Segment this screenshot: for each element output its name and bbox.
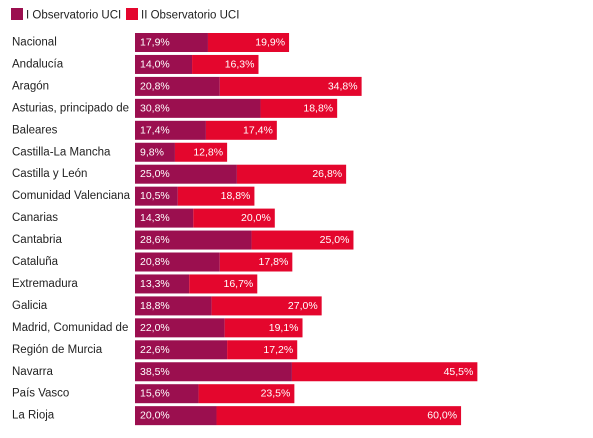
data-label-ii-observatorio: 17,4%	[243, 124, 273, 136]
category-label: Castilla y León	[12, 168, 87, 180]
data-label-ii-observatorio: 27,0%	[288, 300, 318, 312]
bar-segment-i-observatorio	[135, 208, 194, 228]
data-label-i-observatorio: 38,5%	[140, 366, 170, 378]
bar-segment-i-observatorio	[135, 142, 175, 162]
bar-segment-i-observatorio	[135, 274, 190, 294]
category-label: Castilla-La Mancha	[12, 146, 111, 158]
bar-segment-i-observatorio	[135, 33, 208, 52]
data-label-ii-observatorio: 16,7%	[223, 278, 253, 290]
category-label: Cantabria	[12, 234, 62, 246]
category-label: Aragón	[12, 80, 49, 92]
legend-label-i-observatorio: I Observatorio UCI	[26, 10, 121, 22]
category-label: Asturias, principado de	[12, 102, 129, 114]
bar-segment-i-observatorio	[135, 318, 225, 338]
data-label-ii-observatorio: 18,8%	[221, 190, 251, 202]
bar-segment-ii-observatorio	[251, 230, 354, 250]
category-label: Nacional	[12, 37, 57, 49]
bar-segment-ii-observatorio	[174, 142, 228, 162]
data-label-ii-observatorio: 34,8%	[328, 80, 358, 92]
category-label: La Rioja	[12, 410, 55, 422]
legend-swatch-ii-observatorio	[126, 8, 138, 20]
category-label: Comunidad Valenciana	[12, 190, 131, 202]
bar-segment-ii-observatorio	[198, 384, 295, 404]
bar-segment-i-observatorio	[135, 252, 220, 272]
data-label-i-observatorio: 17,9%	[140, 37, 170, 49]
data-label-ii-observatorio: 17,2%	[263, 344, 293, 356]
legend-label-ii-observatorio: II Observatorio UCI	[141, 10, 239, 22]
data-label-i-observatorio: 14,3%	[140, 212, 170, 224]
data-label-i-observatorio: 20,0%	[140, 410, 170, 422]
bar-segment-i-observatorio	[135, 384, 199, 404]
category-label: Canarias	[12, 212, 58, 224]
bar-segment-ii-observatorio	[216, 406, 462, 426]
bar-segment-i-observatorio	[135, 186, 178, 206]
data-label-i-observatorio: 17,4%	[140, 124, 170, 136]
data-label-ii-observatorio: 12,8%	[193, 146, 223, 158]
legend-swatch-i-observatorio	[11, 8, 23, 20]
category-label: Galicia	[12, 300, 48, 312]
bar-segment-i-observatorio	[135, 76, 220, 96]
data-label-i-observatorio: 9,8%	[140, 146, 164, 158]
data-label-i-observatorio: 28,6%	[140, 234, 170, 246]
data-label-ii-observatorio: 60,0%	[427, 410, 457, 422]
category-label: Madrid, Comunidad de	[12, 322, 128, 334]
data-label-i-observatorio: 20,8%	[140, 256, 170, 268]
bar-segment-ii-observatorio	[260, 98, 338, 118]
data-label-ii-observatorio: 23,5%	[261, 388, 291, 400]
bar-segment-i-observatorio	[135, 296, 212, 316]
bar-segment-i-observatorio	[135, 164, 237, 184]
bar-segment-ii-observatorio	[224, 318, 303, 338]
data-label-ii-observatorio: 20,0%	[241, 212, 271, 224]
bar-segment-ii-observatorio	[207, 33, 290, 52]
data-label-i-observatorio: 22,6%	[140, 344, 170, 356]
bar-segment-ii-observatorio	[227, 340, 298, 360]
bar-segment-ii-observatorio	[192, 54, 259, 74]
bar-segment-i-observatorio	[135, 54, 193, 74]
bars	[135, 33, 478, 426]
bar-segment-ii-observatorio	[211, 296, 322, 316]
category-labels: Nacional Andalucía Aragón Asturias, princip…	[12, 37, 131, 422]
data-label-i-observatorio: 25,0%	[140, 168, 170, 180]
bar-segment-ii-observatorio	[291, 362, 478, 382]
bar-segment-i-observatorio	[135, 120, 206, 140]
bar-segment-ii-observatorio	[193, 208, 275, 228]
category-label: Cataluña	[12, 256, 59, 268]
category-label: Navarra	[12, 366, 54, 378]
bar-segment-ii-observatorio	[236, 164, 347, 184]
bar-segment-i-observatorio	[135, 230, 252, 250]
data-label-i-observatorio: 10,5%	[140, 190, 170, 202]
data-label-ii-observatorio: 17,8%	[259, 256, 289, 268]
bar-segment-i-observatorio	[135, 340, 228, 360]
bar-segment-i-observatorio	[135, 98, 261, 118]
data-label-i-observatorio: 30,8%	[140, 102, 170, 114]
data-label-i-observatorio: 15,6%	[140, 388, 170, 400]
data-label-ii-observatorio: 25,0%	[320, 234, 350, 246]
category-label: País Vasco	[12, 388, 69, 400]
category-label: Extremadura	[12, 278, 78, 290]
data-label-ii-observatorio: 16,3%	[225, 58, 255, 70]
category-label: Andalucía	[12, 58, 64, 70]
category-label: Región de Murcia	[12, 344, 103, 356]
bar-segment-i-observatorio	[135, 406, 217, 426]
bar-segment-ii-observatorio	[177, 186, 255, 206]
data-label-i-observatorio: 14,0%	[140, 58, 170, 70]
data-label-i-observatorio: 18,8%	[140, 300, 170, 312]
data-labels: 17,9% 19,9% 14,0% 16,3% 20,8% 34,8% 30,8% 18,8%…	[140, 37, 473, 422]
data-label-ii-observatorio: 45,5%	[444, 366, 474, 378]
bar-segment-ii-observatorio	[205, 120, 277, 140]
bar-segment-ii-observatorio	[219, 76, 362, 96]
legend: I Observatorio UCI II Observatorio UCI	[11, 8, 239, 22]
bar-segment-ii-observatorio	[219, 252, 293, 272]
bar-segment-ii-observatorio	[189, 274, 258, 294]
bar-segment-i-observatorio	[135, 362, 292, 382]
data-label-ii-observatorio: 19,9%	[255, 37, 285, 49]
data-label-ii-observatorio: 19,1%	[269, 322, 299, 334]
data-label-ii-observatorio: 26,8%	[312, 168, 342, 180]
data-label-i-observatorio: 20,8%	[140, 80, 170, 92]
data-label-i-observatorio: 22,0%	[140, 322, 170, 334]
data-label-i-observatorio: 13,3%	[140, 278, 170, 290]
category-label: Baleares	[12, 124, 58, 136]
data-label-ii-observatorio: 18,8%	[303, 102, 333, 114]
